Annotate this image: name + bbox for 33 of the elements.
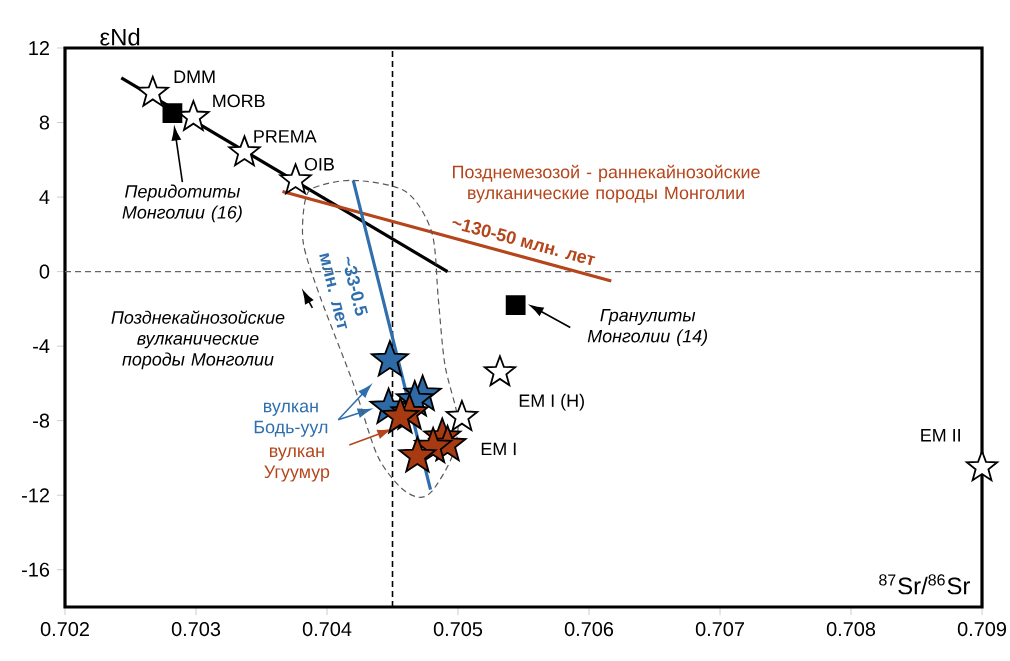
y-tick-label: -4 bbox=[33, 339, 50, 353]
annotation: EM II bbox=[921, 429, 960, 442]
annotation: DMM bbox=[174, 70, 215, 83]
annotation: Гранулиты Монголии (14) bbox=[587, 309, 708, 346]
annotation: MORB bbox=[213, 94, 265, 108]
y-tick-label: 4 bbox=[39, 190, 50, 204]
x-tick-label: 0.702 bbox=[40, 622, 89, 637]
y-tick-label: -12 bbox=[22, 488, 49, 503]
y-tick-label: -8 bbox=[33, 413, 50, 428]
annotation: OIB bbox=[304, 157, 334, 171]
x-tick-label: 0.708 bbox=[826, 622, 876, 637]
x-tick-label: 0.709 bbox=[957, 622, 1007, 637]
x-tick-label: 0.706 bbox=[564, 622, 614, 637]
annotation: Перидотиты Монголии (16) bbox=[122, 184, 242, 223]
y-tick-label: 12 bbox=[29, 41, 49, 55]
annotation: ~33-0.5 млн. лет bbox=[319, 252, 368, 329]
y-tick-label: 0 bbox=[39, 264, 50, 279]
x-tick-label: 0.703 bbox=[171, 622, 221, 637]
annotation: EM I (H) bbox=[519, 393, 584, 411]
y-tick-label: -16 bbox=[22, 562, 50, 577]
x-tick-label: 0.705 bbox=[433, 622, 483, 637]
x-tick-label: 0.707 bbox=[695, 622, 744, 637]
x-axis-title: $^{87}$Sr/$^{86}$Sr bbox=[879, 574, 970, 595]
x-tick-label: 0.704 bbox=[302, 622, 352, 637]
annotation: вулкан Угуумур bbox=[264, 447, 330, 482]
annotation: PREMA bbox=[254, 130, 317, 143]
y-tick-label: 8 bbox=[39, 115, 50, 130]
y-axis-title: εNd bbox=[100, 28, 140, 46]
annotation: ~130-50 млн. лет bbox=[452, 219, 596, 266]
annotation: Позднекайнозойские вулканические породы Монголии bbox=[111, 310, 285, 370]
annotation: EM I bbox=[481, 442, 516, 456]
annotation: Позднемезозой - раннекайнозойские вулканические породы Монголии bbox=[453, 164, 760, 203]
annotation: вулкан Бодь-уул bbox=[254, 402, 328, 437]
